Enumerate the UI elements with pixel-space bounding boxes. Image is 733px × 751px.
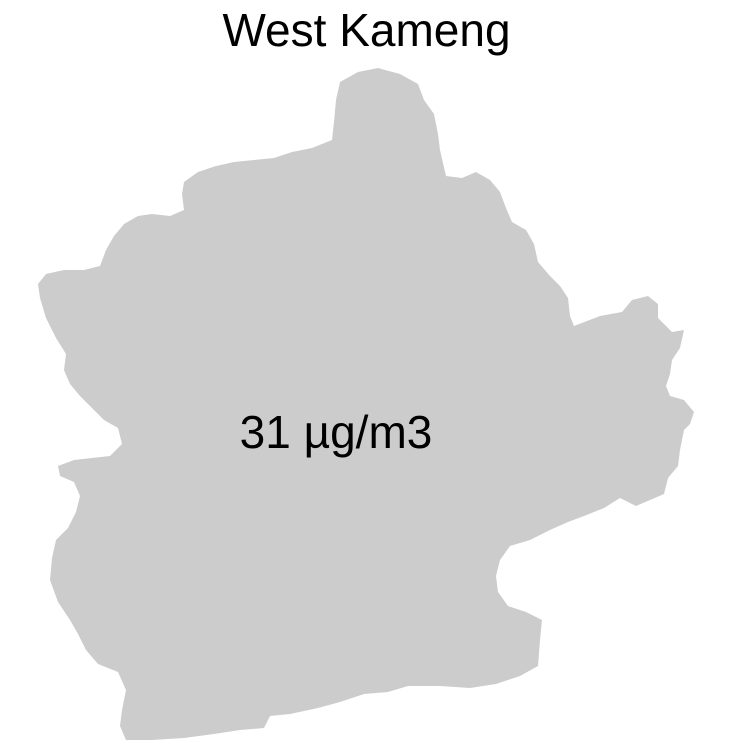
district-shape [38, 68, 694, 740]
map-title: West Kameng [222, 4, 511, 56]
region-value-label: 31 µg/m3 [240, 406, 433, 458]
